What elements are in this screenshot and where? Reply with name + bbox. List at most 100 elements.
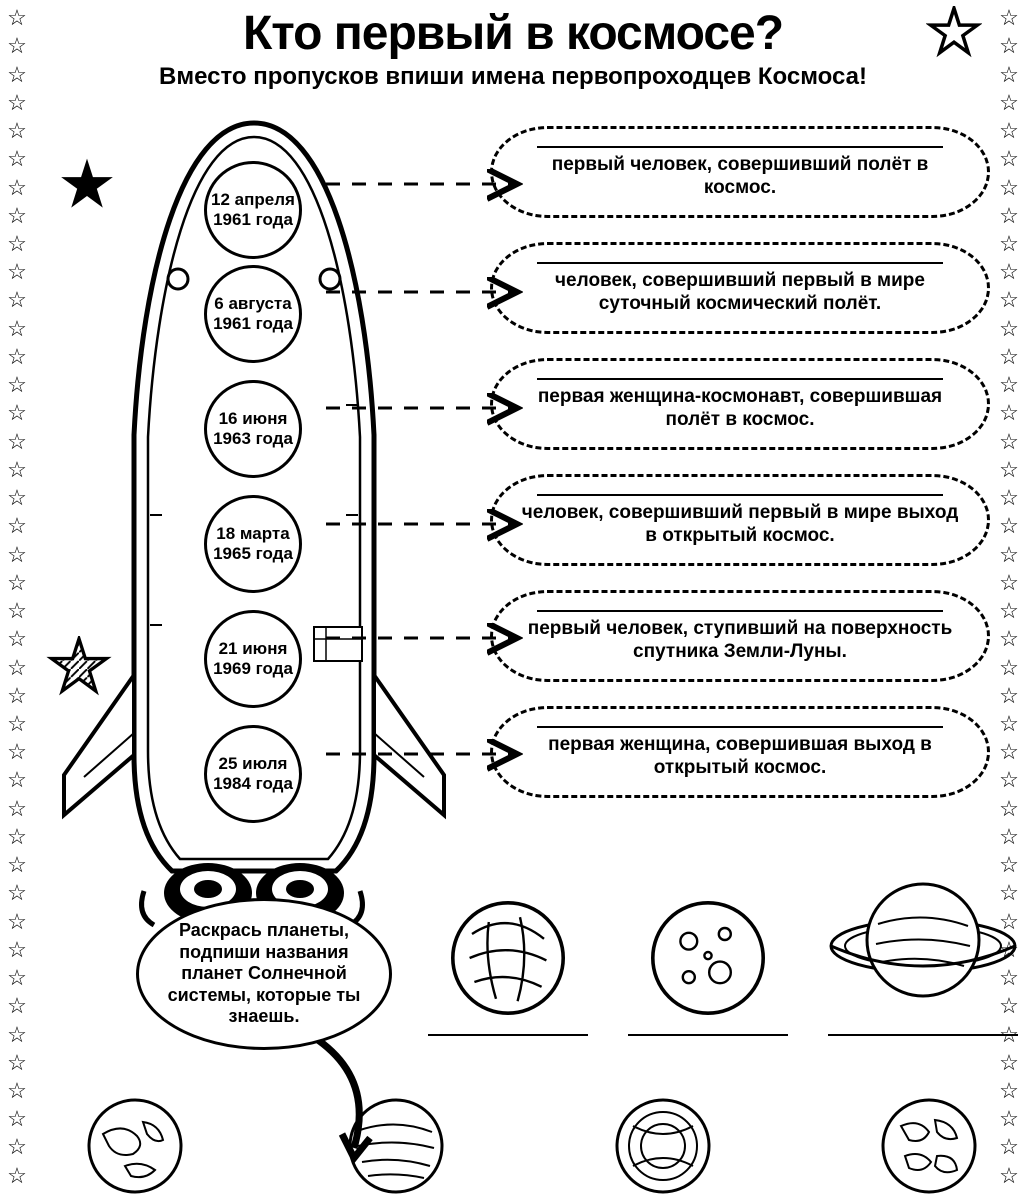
star-icon: ☆: [999, 713, 1019, 735]
star-icon: ☆: [7, 1108, 27, 1130]
star-icon: ☆: [999, 769, 1019, 791]
star-icon: ☆: [999, 205, 1019, 227]
star-icon: ☆: [7, 431, 27, 453]
star-icon: ☆: [999, 346, 1019, 368]
blank-line[interactable]: [537, 146, 943, 148]
star-icon: [56, 156, 118, 218]
bottom-section: Раскрась планеты, подпиши названия плане…: [66, 872, 990, 1192]
date-line2: 1961 года: [213, 210, 293, 230]
answer-bubble[interactable]: человек, совершивший первый в мире выход…: [490, 474, 990, 566]
star-icon: ☆: [999, 177, 1019, 199]
pointer-arrow-icon: [302, 1036, 402, 1166]
date-line1: 21 июня: [219, 639, 288, 659]
worksheet-page: ☆ ☆ ☆ ☆ ☆ ☆ ☆ ☆ ☆ ☆ ☆ ☆ ☆ ☆ ☆ ☆ ☆ ☆ ☆ ☆ ☆ ☆ ☆ ☆ ☆ ☆ ☆ ☆ ☆ ☆ ☆ ☆ ☆ ☆ ☆ ☆ ☆ ☆ ☆ ☆…: [0, 0, 1026, 1194]
blank-line[interactable]: [537, 378, 943, 380]
star-icon: ☆: [7, 374, 27, 396]
star-icon: ☆: [999, 92, 1019, 114]
date-circle: 25 июля1984 года: [204, 725, 302, 823]
star-icon: ☆: [999, 544, 1019, 566]
answer-bubble[interactable]: первый человек, совершивший полёт в косм…: [490, 126, 990, 218]
page-subtitle: Вместо пропусков впиши имена первопроход…: [36, 63, 990, 91]
planet-slot[interactable]: [428, 898, 588, 1036]
star-icon: ☆: [7, 7, 27, 29]
star-icon: ☆: [7, 1024, 27, 1046]
date-line1: 6 августа: [214, 294, 291, 314]
star-icon: ☆: [999, 741, 1019, 763]
planet-blank-line[interactable]: [428, 1034, 588, 1036]
planets-row-1: [428, 868, 984, 1036]
star-icon: ☆: [7, 1080, 27, 1102]
star-icon: ☆: [7, 1052, 27, 1074]
star-icon: ☆: [999, 600, 1019, 622]
answer-bubble[interactable]: первая женщина-космонавт, совершившая по…: [490, 358, 990, 450]
planet-slot[interactable]: [828, 868, 1018, 1036]
star-icon: ☆: [999, 515, 1019, 537]
blank-line[interactable]: [537, 610, 943, 612]
star-icon: ☆: [999, 318, 1019, 340]
star-icon: ☆: [999, 572, 1019, 594]
instruction-text: Раскрась планеты, подпиши названия плане…: [163, 920, 365, 1028]
planet-slot[interactable]: [628, 898, 788, 1036]
date-line2: 1969 года: [213, 659, 293, 679]
answer-text: первый человек, ступивший на поверхность…: [519, 618, 961, 664]
star-icon: ☆: [999, 374, 1019, 396]
star-icon: ☆: [7, 657, 27, 679]
answer-bubble[interactable]: человек, совершивший первый в мире суточ…: [490, 242, 990, 334]
page-title: Кто первый в космосе?: [36, 6, 990, 61]
star-icon: ☆: [7, 826, 27, 848]
content-area: Кто первый в космосе? Вместо пропусков в…: [36, 0, 990, 1194]
star-icon: ☆: [999, 120, 1019, 142]
date-line1: 16 июня: [219, 409, 288, 429]
planet-blank-line[interactable]: [828, 1034, 1018, 1036]
answer-column: первый человек, совершивший полёт в косм…: [490, 126, 990, 798]
star-icon: ☆: [999, 7, 1019, 29]
star-icon: ☆: [7, 713, 27, 735]
star-icon: ☆: [999, 628, 1019, 650]
star-icon: ☆: [7, 882, 27, 904]
date-circle: 12 апреля1961 года: [204, 161, 302, 259]
star-icon: ☆: [7, 967, 27, 989]
star-icon: ☆: [7, 289, 27, 311]
star-icon: ☆: [7, 911, 27, 933]
date-line2: 1963 года: [213, 429, 293, 449]
star-icon: ☆: [7, 120, 27, 142]
answer-text: человек, совершивший первый в мире выход…: [519, 502, 961, 548]
answer-bubble[interactable]: первый человек, ступивший на поверхность…: [490, 590, 990, 682]
planet-icon: [80, 1096, 190, 1196]
blank-line[interactable]: [537, 262, 943, 264]
planet-blank-line[interactable]: [628, 1034, 788, 1036]
star-icon: ☆: [7, 487, 27, 509]
star-icon: ☆: [999, 798, 1019, 820]
star-border-left: ☆☆☆☆☆☆☆☆☆☆☆☆☆☆☆☆☆☆☆☆☆☆☆☆☆☆☆☆☆☆☆☆☆☆☆☆☆☆☆☆…: [2, 0, 32, 1194]
instruction-bubble: Раскрась планеты, подпиши названия плане…: [136, 898, 392, 1050]
star-icon: ☆: [7, 544, 27, 566]
star-icon: ☆: [999, 35, 1019, 57]
star-icon: ☆: [7, 92, 27, 114]
answer-bubble[interactable]: первая женщина, совершившая выход в откр…: [490, 706, 990, 798]
date-line2: 1965 года: [213, 544, 293, 564]
star-icon: ☆: [7, 1165, 27, 1187]
star-icon: [926, 6, 982, 62]
star-icon: ☆: [999, 459, 1019, 481]
star-icon: ☆: [999, 826, 1019, 848]
planet-icon: [874, 1096, 984, 1196]
blank-line[interactable]: [537, 494, 943, 496]
date-circle: 6 августа1961 года: [204, 265, 302, 363]
date-circle: 16 июня1963 года: [204, 380, 302, 478]
star-icon: ☆: [7, 939, 27, 961]
planet-icon: [603, 1096, 723, 1196]
star-icon: ☆: [999, 1165, 1019, 1187]
star-icon: ☆: [7, 177, 27, 199]
star-icon: ☆: [999, 431, 1019, 453]
star-icon: ☆: [999, 64, 1019, 86]
star-icon: ☆: [999, 685, 1019, 707]
planet-icon: [448, 898, 568, 1018]
star-icon: ☆: [7, 1136, 27, 1158]
star-icon: ☆: [999, 657, 1019, 679]
star-icon: ☆: [7, 346, 27, 368]
date-circle: 21 июня1969 года: [204, 610, 302, 708]
blank-line[interactable]: [537, 726, 943, 728]
star-icon: ☆: [7, 205, 27, 227]
answer-text: первый человек, совершивший полёт в косм…: [519, 154, 961, 200]
star-icon: ☆: [7, 600, 27, 622]
